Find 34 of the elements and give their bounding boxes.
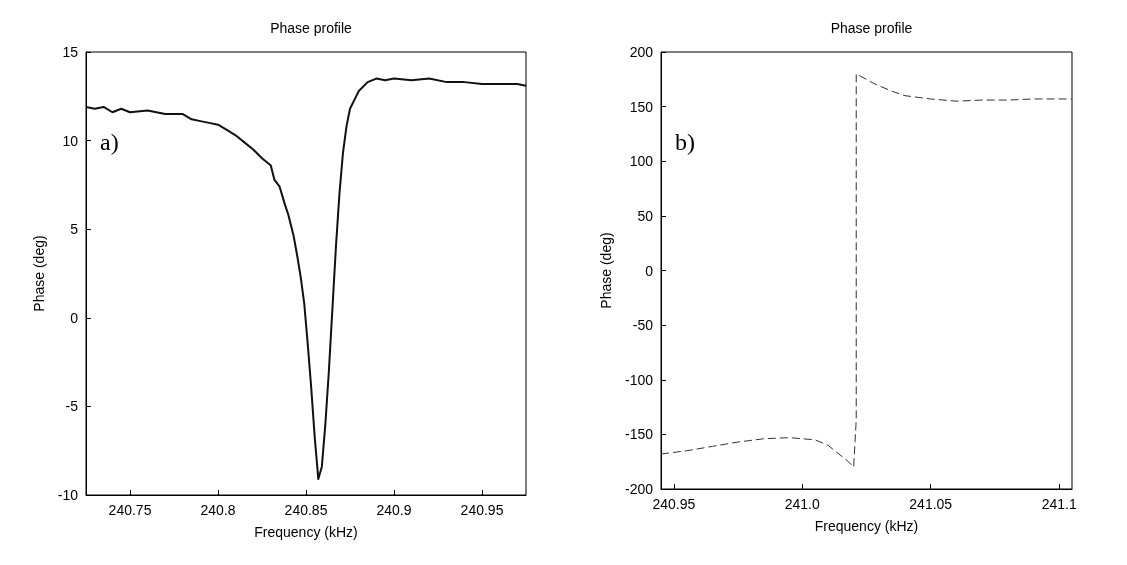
y-tick-label: 10 [62, 132, 79, 149]
y-tick-label: 15 [62, 44, 79, 60]
x-tick-label: 241.1 [1041, 496, 1077, 512]
y-tick-label: 0 [70, 309, 79, 326]
annotation: a) [100, 129, 119, 155]
x-tick-label: 240.9 [376, 502, 412, 518]
x-tick-label: 240.85 [284, 502, 328, 518]
y-tick-label: 200 [629, 44, 654, 60]
y-tick-label: 150 [629, 98, 654, 115]
x-tick-label: 240.95 [460, 502, 504, 518]
annotation: b) [675, 129, 695, 155]
x-tick-label: 240.75 [108, 502, 152, 518]
y-tick-label: 0 [645, 262, 654, 279]
y-tick-label: -5 [65, 398, 79, 415]
x-axis-title: Frequency (kHz) [254, 524, 358, 540]
y-tick-label: 100 [629, 153, 654, 170]
y-tick-label: -100 [624, 371, 654, 388]
y-tick-label: -10 [57, 487, 79, 503]
chart-title: Phase profile [830, 20, 913, 36]
x-tick-label: 240.95 [652, 496, 696, 512]
y-tick-label: -50 [632, 317, 654, 334]
y-axis-title: Phase (deg) [31, 235, 47, 312]
y-axis-title: Phase (deg) [598, 232, 614, 309]
y-tick-label: -200 [624, 481, 654, 497]
x-axis-title: Frequency (kHz) [814, 518, 919, 534]
y-tick-label: -150 [624, 426, 654, 443]
y-tick-label: 5 [70, 221, 79, 238]
line-series [85, 77, 527, 481]
x-tick-label: 241.05 [909, 496, 953, 512]
x-tick-label: 241.0 [784, 496, 821, 512]
chart-title: Phase profile [270, 20, 353, 36]
line-series [660, 73, 1073, 468]
y-tick-label: 50 [637, 207, 654, 224]
x-tick-label: 240.8 [200, 502, 236, 518]
